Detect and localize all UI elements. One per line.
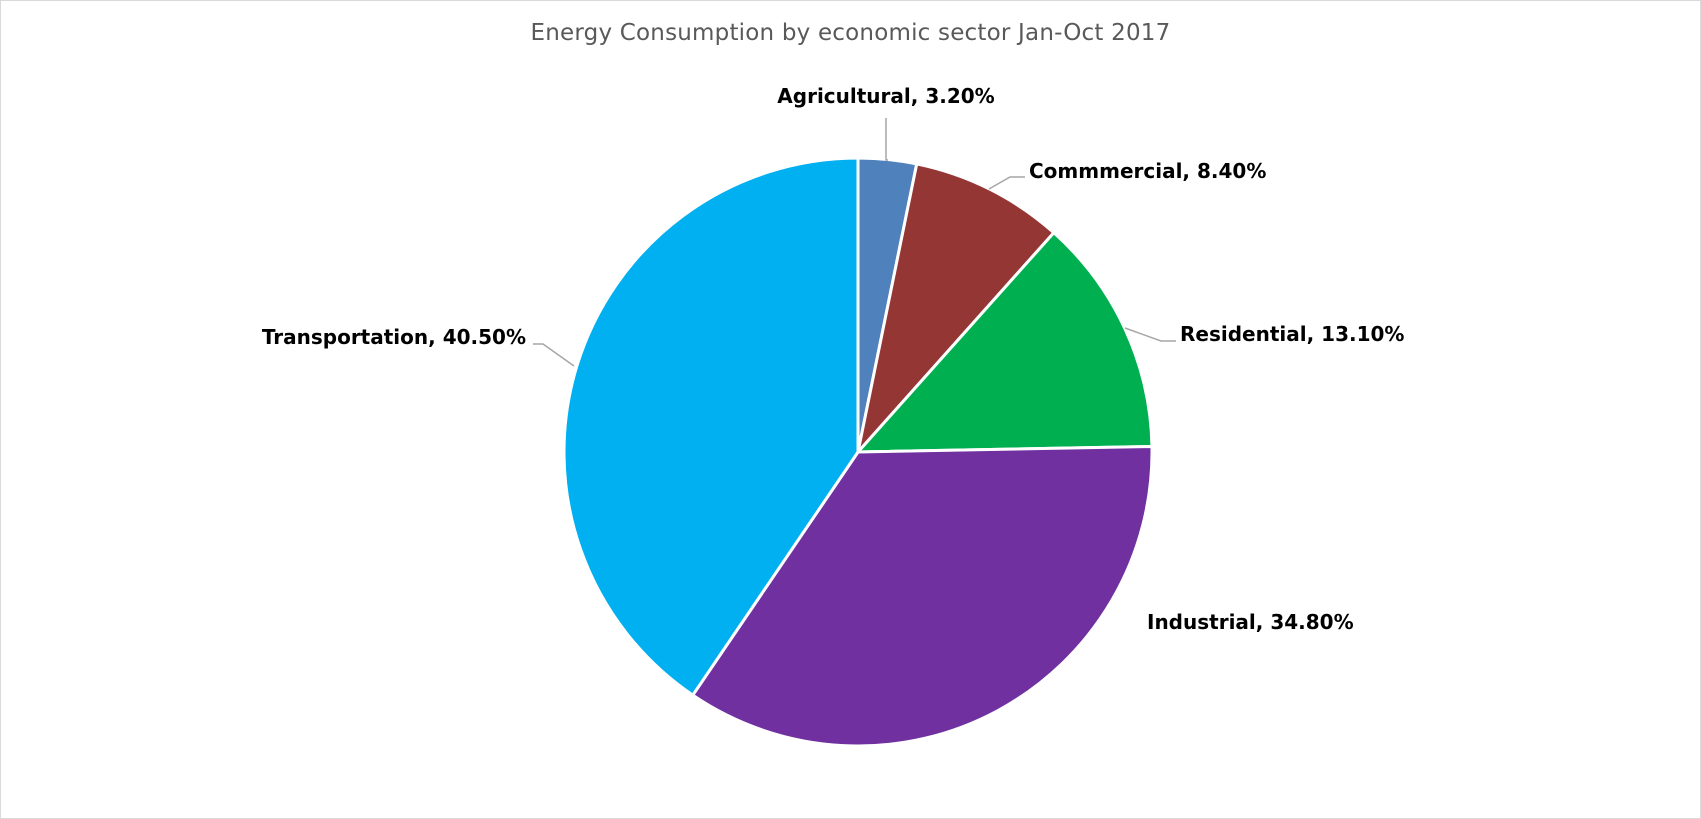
leader-line-commmercial xyxy=(988,176,1025,190)
data-label-commmercial: Commmercial, 8.40% xyxy=(1029,159,1266,183)
pie-slice-industrial xyxy=(690,444,1154,748)
data-labels: Agricultural, 3.20% Commmercial, 8.40% Res… xyxy=(262,84,1405,634)
leader-line-transportation xyxy=(533,343,575,367)
pie-slice-transportation xyxy=(562,156,860,698)
leader-line-residential xyxy=(1124,327,1176,342)
leader-line-agricultural xyxy=(885,118,888,161)
data-label-transportation: Transportation, 40.50% xyxy=(262,325,526,349)
data-label-residential: Residential, 13.10% xyxy=(1180,322,1404,346)
pie-slice-residential xyxy=(854,230,1154,454)
leader-lines xyxy=(533,118,1176,367)
data-label-agricultural: Agricultural, 3.20% xyxy=(777,84,994,108)
chart-title: Energy Consumption by economic sector Ja… xyxy=(530,20,1171,46)
data-label-industrial: Industrial, 34.80% xyxy=(1147,610,1354,634)
pie-slices xyxy=(562,156,1154,748)
